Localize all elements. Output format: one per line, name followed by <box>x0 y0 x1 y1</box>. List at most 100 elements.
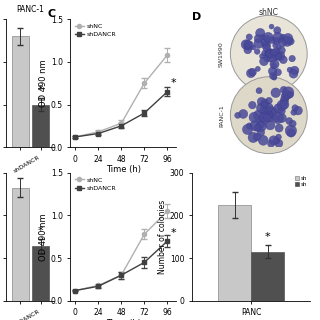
Circle shape <box>270 60 279 69</box>
Circle shape <box>262 50 268 56</box>
Circle shape <box>289 69 298 78</box>
Text: *: * <box>170 78 176 88</box>
Circle shape <box>276 134 281 140</box>
Legend: shNC, shDANCR: shNC, shDANCR <box>74 176 117 192</box>
Circle shape <box>262 41 270 49</box>
Circle shape <box>286 117 293 124</box>
Circle shape <box>241 40 251 49</box>
Text: *: * <box>38 85 44 95</box>
Circle shape <box>277 100 287 110</box>
Circle shape <box>276 45 281 50</box>
Text: *: * <box>265 232 271 242</box>
Circle shape <box>264 36 270 42</box>
X-axis label: Time (h): Time (h) <box>106 319 141 320</box>
Circle shape <box>274 104 284 114</box>
Circle shape <box>255 66 260 71</box>
Circle shape <box>270 49 277 56</box>
Circle shape <box>268 67 277 75</box>
Legend: shNC, shDANCR: shNC, shDANCR <box>74 22 117 39</box>
Circle shape <box>261 104 272 115</box>
Circle shape <box>257 97 266 106</box>
Circle shape <box>256 103 266 113</box>
Circle shape <box>265 49 274 58</box>
Circle shape <box>269 24 274 29</box>
Circle shape <box>261 101 267 108</box>
Circle shape <box>291 109 297 115</box>
Circle shape <box>280 34 286 40</box>
Circle shape <box>246 69 255 78</box>
Circle shape <box>243 124 252 134</box>
Circle shape <box>265 48 274 57</box>
Circle shape <box>273 32 283 42</box>
Circle shape <box>285 125 297 136</box>
Y-axis label: OD 490 nm: OD 490 nm <box>39 60 48 107</box>
Circle shape <box>274 69 282 76</box>
Circle shape <box>272 75 277 80</box>
Circle shape <box>290 66 299 75</box>
Text: *: * <box>170 228 176 238</box>
Circle shape <box>253 110 264 121</box>
Circle shape <box>266 50 273 58</box>
Circle shape <box>256 88 262 94</box>
Circle shape <box>273 51 282 60</box>
Circle shape <box>263 44 270 52</box>
Circle shape <box>279 56 287 64</box>
Circle shape <box>263 114 271 122</box>
Circle shape <box>272 48 280 56</box>
Circle shape <box>263 32 273 42</box>
Circle shape <box>269 72 277 79</box>
Circle shape <box>268 52 275 59</box>
Circle shape <box>258 121 264 128</box>
Circle shape <box>249 112 259 122</box>
Circle shape <box>260 113 268 122</box>
Circle shape <box>280 86 287 93</box>
Circle shape <box>266 116 271 121</box>
Bar <box>218 205 251 301</box>
Circle shape <box>266 121 275 130</box>
Circle shape <box>235 112 241 118</box>
Circle shape <box>268 37 275 44</box>
Circle shape <box>282 36 292 46</box>
Circle shape <box>260 35 265 39</box>
Circle shape <box>261 99 269 107</box>
Circle shape <box>265 50 273 58</box>
Bar <box>32 105 49 147</box>
Circle shape <box>278 108 285 115</box>
Text: PANC-1: PANC-1 <box>16 5 44 14</box>
Circle shape <box>254 35 262 43</box>
Circle shape <box>281 92 290 101</box>
Bar <box>12 188 29 301</box>
Circle shape <box>287 129 295 137</box>
Circle shape <box>268 116 274 122</box>
Legend: sh, sh: sh, sh <box>294 176 308 188</box>
Circle shape <box>266 97 272 104</box>
Circle shape <box>269 136 278 145</box>
Circle shape <box>257 129 265 136</box>
Circle shape <box>253 133 261 140</box>
Circle shape <box>260 54 264 59</box>
Text: shNC: shNC <box>259 8 279 17</box>
Circle shape <box>276 53 282 60</box>
Circle shape <box>280 96 289 104</box>
Circle shape <box>249 101 256 109</box>
Circle shape <box>260 57 268 66</box>
Circle shape <box>287 67 292 73</box>
Circle shape <box>244 44 250 50</box>
X-axis label: Time (h): Time (h) <box>106 165 141 174</box>
Circle shape <box>271 63 277 68</box>
Circle shape <box>273 37 280 45</box>
Circle shape <box>259 113 269 124</box>
Circle shape <box>244 46 252 54</box>
Circle shape <box>267 111 272 116</box>
Circle shape <box>275 139 283 148</box>
Circle shape <box>289 120 296 127</box>
Circle shape <box>244 40 252 48</box>
Circle shape <box>289 55 295 62</box>
Circle shape <box>260 106 268 113</box>
Circle shape <box>273 43 278 48</box>
Circle shape <box>280 100 289 109</box>
Circle shape <box>292 105 298 111</box>
Circle shape <box>282 100 288 106</box>
Circle shape <box>273 137 280 144</box>
Circle shape <box>271 88 281 98</box>
